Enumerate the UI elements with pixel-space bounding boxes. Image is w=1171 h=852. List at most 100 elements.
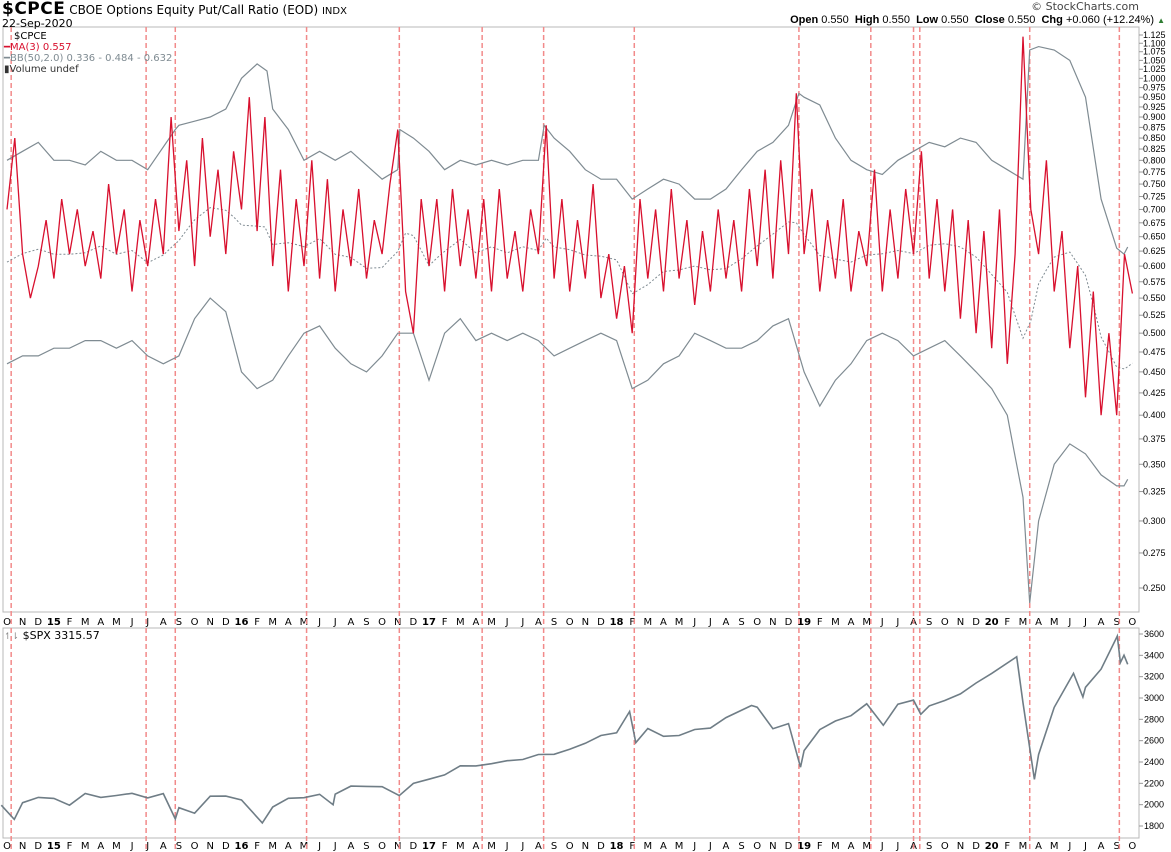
bb-upper-line xyxy=(6,45,1129,256)
x-month-label: F xyxy=(67,841,73,852)
x-month-label: M xyxy=(675,617,684,628)
x-month-label: J xyxy=(520,841,524,852)
up-arrow-icon: ▲ xyxy=(1157,16,1165,25)
x-month-label: J xyxy=(880,617,884,628)
x-month-label: M xyxy=(487,841,496,852)
chart-title: $CPCE CBOE Options Equity Put/Call Ratio… xyxy=(2,0,347,18)
x-month-label: M xyxy=(644,841,653,852)
x-month-label: O xyxy=(753,841,761,852)
legend: $CPCE ━MA(3) 0.557 ━BB(50,2.0) 0.336 - 0… xyxy=(4,31,172,75)
y-tick-label: 0.925 xyxy=(1143,102,1166,112)
x-month-label: A xyxy=(1035,617,1042,628)
x-month-label: M xyxy=(1050,841,1059,852)
y-tick-label: 0.525 xyxy=(1143,310,1166,320)
x-month-label: 16 xyxy=(234,617,248,628)
x-month-label: A xyxy=(160,617,167,628)
x-month-label: M xyxy=(675,841,684,852)
x-month-label: N xyxy=(769,617,776,628)
y-tick-label: 1.125 xyxy=(1143,30,1166,40)
x-month-label: J xyxy=(520,617,524,628)
x-month-label: D xyxy=(410,841,418,852)
y-tick-label: 0.725 xyxy=(1143,192,1166,202)
spx-y-tick-label: 3000 xyxy=(1144,693,1164,703)
x-month-label: S xyxy=(363,617,369,628)
y-tick-label: 0.700 xyxy=(1143,204,1166,214)
x-month-label: 15 xyxy=(47,841,61,852)
legend-ma-text: MA(3) 0.557 xyxy=(10,42,72,53)
x-month-label: J xyxy=(333,617,337,628)
spx-y-tick-label: 2400 xyxy=(1144,757,1164,767)
x-month-label: O xyxy=(3,841,11,852)
x-month-label: D xyxy=(222,841,230,852)
x-month-label: A xyxy=(1098,617,1105,628)
x-month-label: J xyxy=(708,617,712,628)
y-tick-label: 0.675 xyxy=(1143,218,1166,228)
x-month-label: M xyxy=(300,617,309,628)
x-month-label: O xyxy=(378,617,386,628)
x-month-label: D xyxy=(972,841,980,852)
x-month-label: A xyxy=(285,617,292,628)
x-month-label: D xyxy=(972,617,980,628)
brand-logo[interactable]: © StockCharts.com xyxy=(1031,0,1139,13)
y-tick-label: 0.750 xyxy=(1143,179,1166,189)
y-tick-label: 0.450 xyxy=(1143,367,1166,377)
x-month-label: F xyxy=(1004,617,1010,628)
spx-y-tick-label: 2200 xyxy=(1144,778,1164,788)
x-month-label: F xyxy=(254,617,260,628)
x-month-label: F xyxy=(442,841,448,852)
x-month-label: M xyxy=(456,617,465,628)
x-month-label: M xyxy=(300,841,309,852)
x-month-label: J xyxy=(333,841,337,852)
x-month-label: F xyxy=(817,841,823,852)
spx-panel-frame xyxy=(2,627,1140,839)
y-tick-label: 1.075 xyxy=(1143,47,1166,57)
x-month-label: M xyxy=(831,841,840,852)
spx-y-tick-label: 2000 xyxy=(1144,800,1164,810)
x-month-label: J xyxy=(880,841,884,852)
x-month-label: N xyxy=(394,841,401,852)
x-month-label: M xyxy=(487,617,496,628)
x-month-label: N xyxy=(769,841,776,852)
x-month-label: J xyxy=(895,617,899,628)
x-month-label: O xyxy=(3,617,11,628)
legend-bb-text: BB(50,2.0) 0.336 - 0.484 - 0.632 xyxy=(10,53,173,64)
x-month-label: F xyxy=(629,617,635,628)
y-tick-label: 0.800 xyxy=(1143,155,1166,165)
x-month-label: J xyxy=(505,841,509,852)
y-tick-label: 0.875 xyxy=(1143,122,1166,132)
x-month-label: O xyxy=(1128,617,1136,628)
low-value: 0.550 xyxy=(941,14,969,26)
main-panel-frame xyxy=(2,26,1140,613)
x-month-label: M xyxy=(112,841,121,852)
x-month-label: M xyxy=(1050,617,1059,628)
high-value: 0.550 xyxy=(882,14,910,26)
x-month-label: N xyxy=(19,617,26,628)
y-tick-label: 0.625 xyxy=(1143,246,1166,256)
y-tick-label: 0.975 xyxy=(1143,83,1166,93)
x-month-label: J xyxy=(145,617,149,628)
x-month-label: J xyxy=(692,617,696,628)
x-month-label: S xyxy=(551,841,557,852)
x-month-label: S xyxy=(176,841,182,852)
x-month-label: 20 xyxy=(985,617,999,628)
x-month-label: 19 xyxy=(797,841,811,852)
y-tick-label: 0.825 xyxy=(1143,144,1166,154)
x-month-label: 19 xyxy=(797,617,811,628)
open-value: 0.550 xyxy=(821,14,849,26)
x-month-label: O xyxy=(378,841,386,852)
x-month-label: J xyxy=(692,841,696,852)
y-tick-label: 0.300 xyxy=(1143,516,1166,526)
spx-panel-label: ↿⇂ $SPX 3315.57 xyxy=(4,630,100,643)
x-month-label: O xyxy=(566,841,574,852)
x-month-label: D xyxy=(597,617,605,628)
spx-y-tick-label: 2600 xyxy=(1144,736,1164,746)
ohlc-readout: Open 0.550 High 0.550 Low 0.550 Close 0.… xyxy=(790,14,1165,27)
x-month-label: N xyxy=(394,617,401,628)
x-month-label: M xyxy=(831,617,840,628)
x-month-label: N xyxy=(957,617,964,628)
x-month-label: A xyxy=(347,841,354,852)
x-month-label: A xyxy=(723,617,730,628)
x-month-label: A xyxy=(1098,841,1105,852)
x-month-label: S xyxy=(738,617,744,628)
x-month-label: A xyxy=(848,841,855,852)
